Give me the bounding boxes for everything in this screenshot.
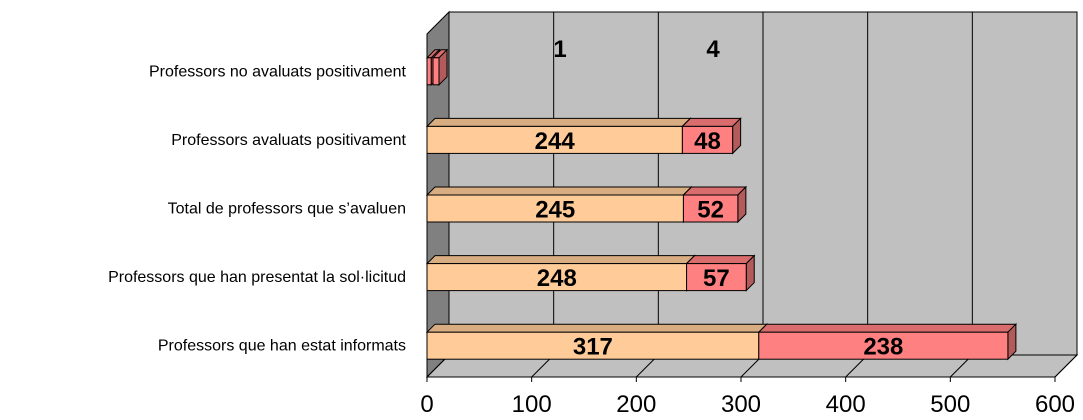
bar-total-de-professors-que-s-avaluen-series-2 xyxy=(682,194,739,223)
category-labels: Professors que han estat informats Profes… xyxy=(108,63,406,354)
value-label: 244 xyxy=(535,128,576,155)
bar-professors-que-han-estat-informats-series-2 xyxy=(758,331,1009,360)
bar-professors-avaluats-positivament-series-1 xyxy=(426,125,683,154)
category-label: Professors que han presentat la sol·lici… xyxy=(108,269,406,286)
bar-professors-que-han-estat-informats-series-1 xyxy=(426,331,760,360)
value-label: 1 xyxy=(553,36,566,63)
bar-professors-avaluats-positivament-series-2 xyxy=(681,125,734,154)
category-label: Total de professors que s’avaluen xyxy=(168,201,406,218)
bar-top xyxy=(681,117,742,127)
value-label: 245 xyxy=(535,197,575,224)
bar-top xyxy=(425,117,692,127)
bar-top xyxy=(425,323,769,333)
bar-professors-no-avaluats-positivament xyxy=(432,57,440,86)
value-label: 4 xyxy=(706,36,720,63)
bar-professors-no-avaluats-positivament-series-2 xyxy=(426,57,432,86)
bar-professors-que-han-presentat-la-sol-licitud-series-2 xyxy=(686,263,747,292)
x-tick-label: 400 xyxy=(826,391,866,418)
floor-gridline xyxy=(1054,354,1078,378)
value-label: 48 xyxy=(694,128,721,155)
category-label: Professors avaluats positivament xyxy=(171,132,406,149)
x-tick-label: 200 xyxy=(616,391,656,418)
bar-top xyxy=(685,255,756,265)
gridlines xyxy=(426,12,1078,382)
x-tick-label: 300 xyxy=(721,391,761,418)
value-label: 238 xyxy=(863,334,903,361)
x-tick-label: 500 xyxy=(930,391,970,418)
x-tick-labels: 0 100 200 300 400 500 600 xyxy=(420,391,1075,418)
x-tick-label: 600 xyxy=(1035,391,1075,418)
bar-top xyxy=(425,186,693,196)
bar-top xyxy=(682,186,748,196)
x-tick-label: 0 xyxy=(420,391,433,418)
bar-professors-que-han-presentat-la-sol-licitud-series-1 xyxy=(426,263,688,292)
bar-top xyxy=(757,323,1018,333)
value-label: 52 xyxy=(697,197,724,224)
bar-top xyxy=(425,255,696,265)
category-label: Professors no avaluats positivament xyxy=(149,63,407,80)
x-tick-label: 100 xyxy=(512,391,552,418)
value-label: 317 xyxy=(573,334,613,361)
bars: 317 238 248 57 245 52 244 48 1 4 xyxy=(425,36,1018,361)
value-label: 57 xyxy=(703,265,730,292)
value-label: 248 xyxy=(537,265,577,292)
category-label: Professors que han estat informats xyxy=(158,338,406,355)
